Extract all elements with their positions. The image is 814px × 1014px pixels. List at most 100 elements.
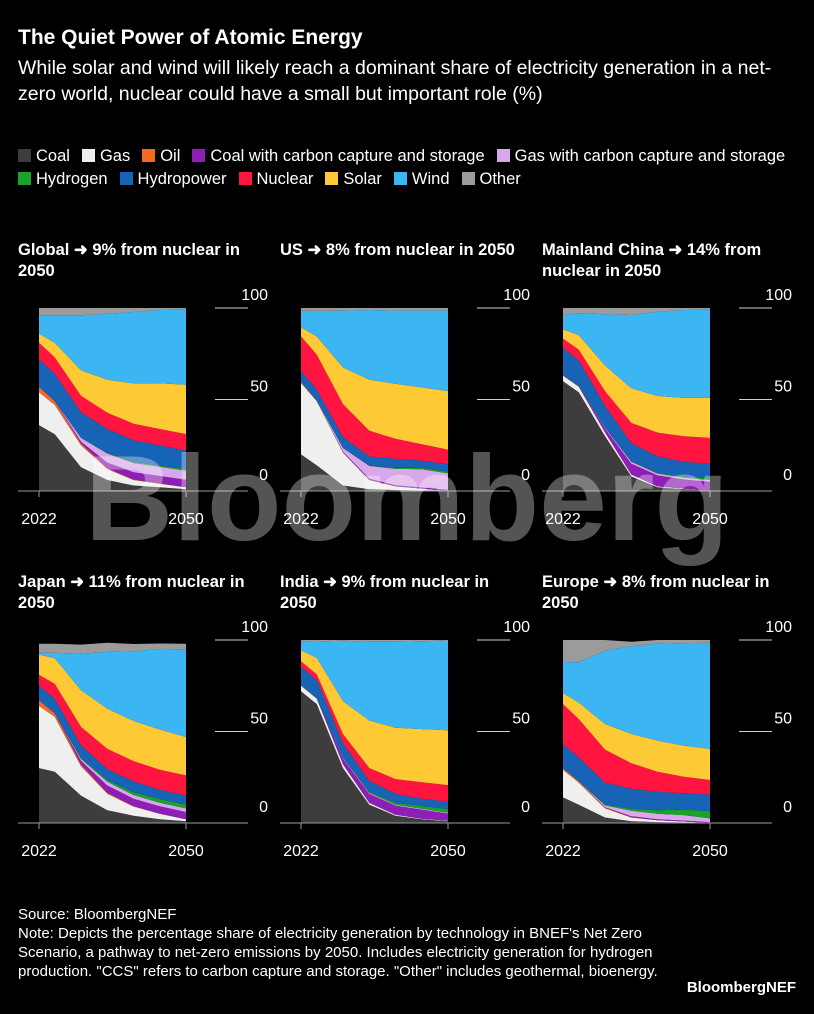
y-tick-label: 0 <box>259 799 268 816</box>
chart-plot: 0 50 100 2022 2050 <box>542 287 792 528</box>
legend-swatch <box>496 149 510 162</box>
y-tick-label: 50 <box>774 379 792 396</box>
x-tick-label: 2050 <box>692 843 728 860</box>
area-solar <box>39 654 186 776</box>
area-coal <box>301 454 448 491</box>
x-tick-label: 2050 <box>168 511 204 528</box>
area-wind <box>39 649 186 737</box>
legend-item: Coal <box>18 145 70 168</box>
chart-subtitle: While solar and wind will likely reach a… <box>18 57 772 105</box>
footer: Source: BloombergNEF Note: Depicts the p… <box>18 905 658 981</box>
area-nuclear <box>39 342 186 451</box>
legend-label: Solar <box>343 169 382 188</box>
area-coal-with-carbon-capture-and-storage <box>563 375 710 491</box>
area-hydropower <box>563 744 710 812</box>
legend-label: Wind <box>411 169 450 188</box>
area-nuclear <box>301 661 448 802</box>
area-coal <box>39 425 186 491</box>
x-tick-label: 2022 <box>21 511 57 528</box>
area-other <box>563 640 710 663</box>
area-hydropower <box>563 347 710 479</box>
area-gas <box>301 685 448 822</box>
y-tick-label: 100 <box>241 287 268 304</box>
panel-title: Japan ➜ 11% from nuclear in 2050 <box>18 573 245 612</box>
y-tick-label: 0 <box>521 467 530 484</box>
area-hydropower <box>39 685 186 805</box>
x-tick-label: 2022 <box>545 511 581 528</box>
area-wind <box>39 309 186 385</box>
area-hydropower <box>39 359 186 469</box>
legend-swatch <box>461 171 475 185</box>
legend-swatch <box>238 171 252 185</box>
area-gas <box>301 383 448 491</box>
legend-item: Other <box>461 168 521 191</box>
legend-item: Nuclear <box>238 168 313 191</box>
legend-label: Oil <box>160 147 181 165</box>
y-tick-label: 0 <box>783 467 792 484</box>
legend: Coal Gas Oil Coal with carbon capture and s… <box>18 145 808 190</box>
panel-title: Mainland China ➜ 14% from nuclear in 205… <box>542 241 762 280</box>
legend-item: Gas with carbon capture and storage <box>496 145 785 168</box>
panel-title: US ➜ 8% from nuclear in 2050 <box>280 241 515 259</box>
legend-label: Coal with carbon capture and storage <box>210 147 485 165</box>
panel-europe: 0 50 100 2022 2050 Europe ➜ 8% from nuclear … <box>542 572 804 872</box>
chart-plot: 0 50 100 2022 2050 <box>280 619 530 860</box>
panel-title: Global ➜ 9% from nuclear in 2050 <box>18 241 240 280</box>
legend-item: Hydrogen <box>18 168 108 191</box>
y-tick-label: 100 <box>503 287 530 304</box>
area-other <box>301 640 448 642</box>
legend-label: Hydropower <box>137 169 227 188</box>
x-tick-label: 2050 <box>430 511 466 528</box>
area-hydropower <box>301 666 448 809</box>
legend-swatch <box>18 171 31 185</box>
area-coal-with-carbon-capture-and-storage <box>39 386 186 488</box>
area-nuclear <box>563 338 710 464</box>
area-coal <box>563 797 710 823</box>
area-other <box>301 308 448 311</box>
area-wind <box>563 642 710 749</box>
y-tick-label: 50 <box>250 711 268 728</box>
y-tick-label: 50 <box>774 711 792 728</box>
source-text: Source: BloombergNEF <box>18 906 177 923</box>
legend-item: Gas <box>81 145 130 168</box>
panel-global: 0 50 100 2022 2050 Global ➜ 9% from nuclear … <box>18 240 280 540</box>
x-tick-label: 2022 <box>545 843 581 860</box>
area-solar <box>563 693 710 780</box>
legend-item: Hydropower <box>119 168 227 191</box>
area-gas <box>39 392 186 490</box>
area-other <box>39 642 186 654</box>
area-oil <box>39 700 186 820</box>
area-wind <box>301 310 448 392</box>
legend-label: Hydrogen <box>36 169 108 188</box>
legend-swatch <box>192 149 206 162</box>
legend-item: Wind <box>393 168 450 191</box>
y-tick-label: 100 <box>765 619 792 636</box>
area-gas <box>563 769 710 823</box>
x-tick-label: 2050 <box>168 843 204 860</box>
panel-us: 0 50 100 2022 2050 US ➜ 8% from nuclear in 2… <box>280 240 542 540</box>
chart-title: The Quiet Power of Atomic Energy <box>18 26 363 49</box>
area-coal <box>39 768 186 823</box>
legend-swatch <box>81 149 95 162</box>
legend-item: Solar <box>325 168 382 191</box>
area-gas <box>39 705 186 822</box>
chart-plot: 0 50 100 2022 2050 <box>18 287 268 528</box>
chart-plot: 0 50 100 2022 2050 <box>542 619 792 860</box>
brand-logo: BloombergNEF <box>686 979 796 996</box>
area-solar <box>563 329 710 438</box>
area-other <box>39 308 186 316</box>
y-tick-label: 100 <box>765 287 792 304</box>
area-wind <box>301 640 448 731</box>
chart-plot: 0 50 100 2022 2050 <box>280 287 530 528</box>
legend-swatch <box>18 149 31 162</box>
y-tick-label: 50 <box>250 379 268 396</box>
y-tick-label: 0 <box>521 799 530 816</box>
y-tick-label: 100 <box>241 619 268 636</box>
x-tick-label: 2022 <box>21 843 57 860</box>
panel-india: 0 50 100 2022 2050 India ➜ 9% from nuclear i… <box>280 572 542 872</box>
y-tick-label: 50 <box>512 379 530 396</box>
area-gas-with-carbon-capture-and-storage <box>39 386 186 480</box>
area-coal <box>563 381 710 491</box>
area-gas-with-carbon-capture-and-storage <box>563 768 710 823</box>
x-tick-label: 2022 <box>283 511 319 528</box>
